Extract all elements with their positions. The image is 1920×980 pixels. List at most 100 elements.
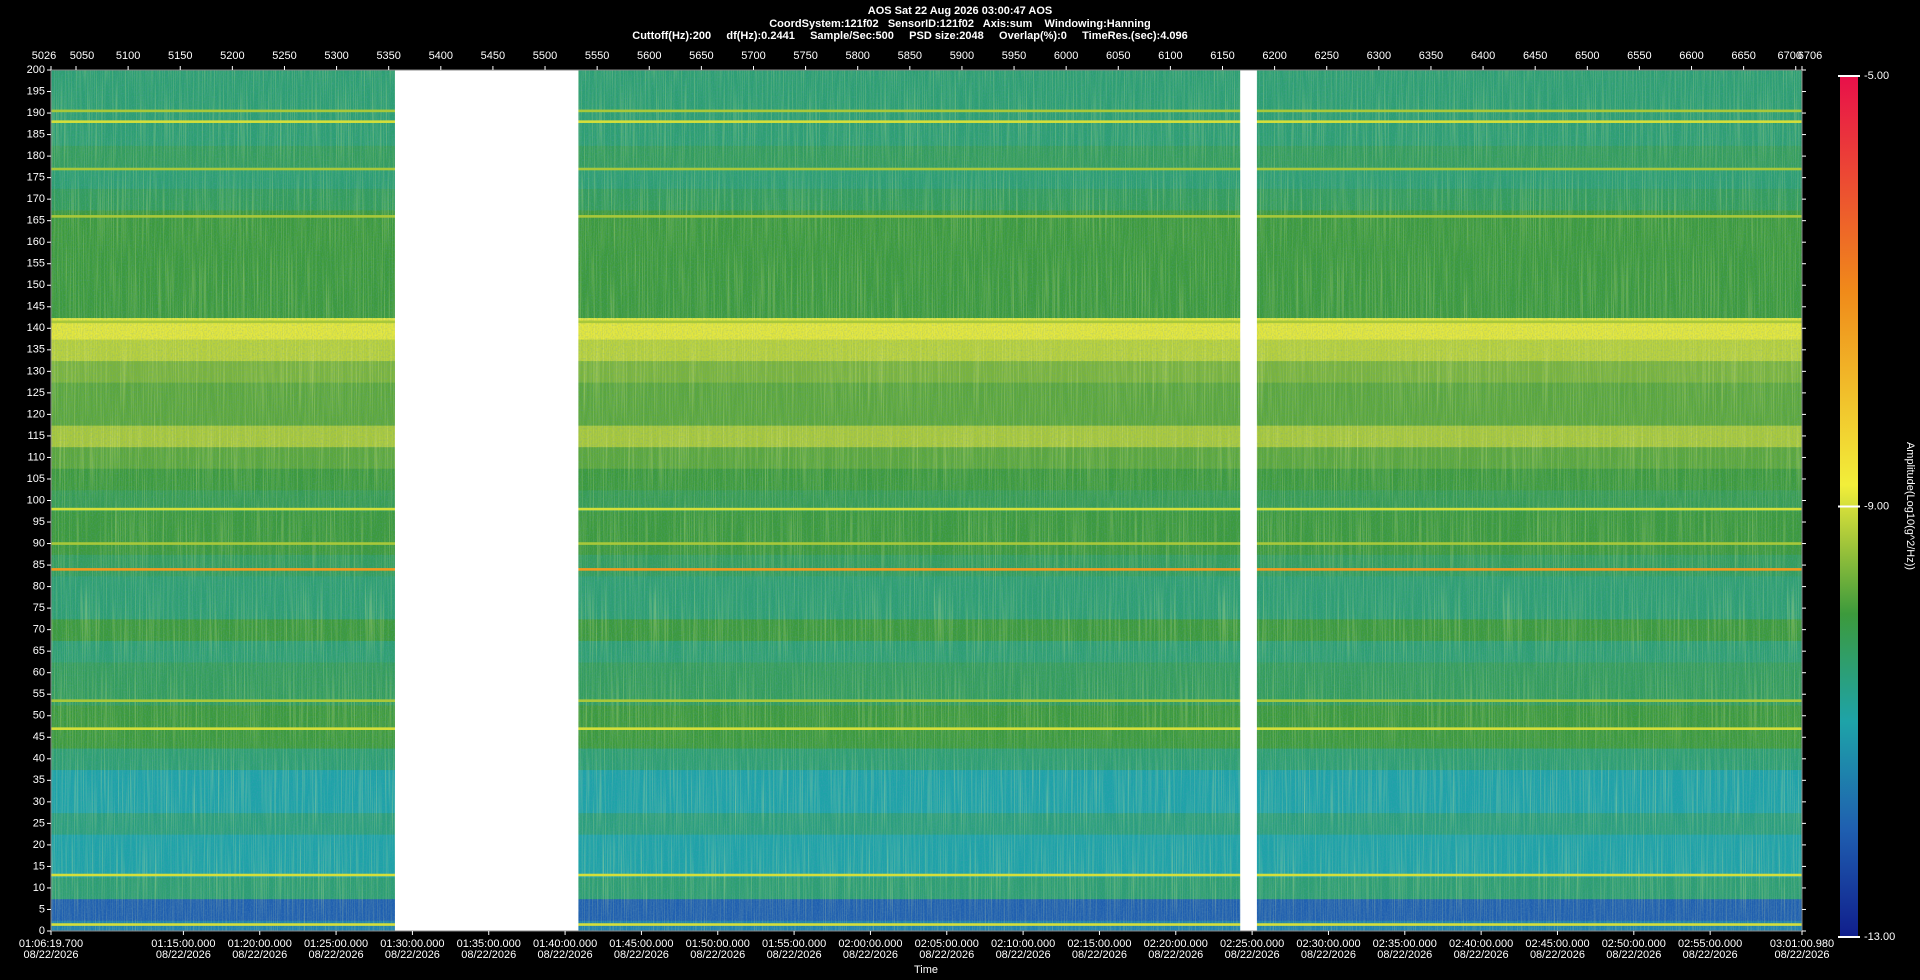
x-tick-date: 08/22/2026 xyxy=(1072,949,1127,961)
y-tick-label: 130 xyxy=(27,365,45,377)
x-tick-date: 08/22/2026 xyxy=(1377,949,1432,961)
x2-tick-label: 6706 xyxy=(1798,50,1822,62)
tonal-line xyxy=(51,542,1802,545)
x2-tick-label: 5250 xyxy=(272,50,296,62)
x-tick-label: 02:10:00.000 xyxy=(991,938,1055,950)
y-tick-label: 105 xyxy=(27,473,45,485)
y-tick-label: 50 xyxy=(33,710,45,722)
y-tick-label: 115 xyxy=(27,430,45,442)
x2-tick-label: 6500 xyxy=(1575,50,1599,62)
x-tick-date: 08/22/2026 xyxy=(767,949,822,961)
colorbar-tick-label: -5.00 xyxy=(1864,70,1889,82)
info: Cuttoff(Hz):200 df(Hz):0.2441 Sample/Sec… xyxy=(632,30,1188,42)
x2-tick-label: 5500 xyxy=(533,50,557,62)
x2-tick-label: 5750 xyxy=(793,50,817,62)
x-tick-date: 08/22/2026 xyxy=(614,949,669,961)
plot-area xyxy=(51,70,1802,931)
y-tick-label: 0 xyxy=(39,925,45,937)
y-tick-label: 60 xyxy=(33,667,45,679)
tonal-line xyxy=(51,109,1802,113)
x2-tick-label: 6650 xyxy=(1731,50,1755,62)
x-tick-label: 02:20:00.000 xyxy=(1144,938,1208,950)
x2-tick-label: 6450 xyxy=(1523,50,1547,62)
y-tick-label: 120 xyxy=(27,408,45,420)
colorbar-label: Amplitude(Log10(g^2/Hz)) xyxy=(1904,442,1916,570)
tonal-line xyxy=(51,215,1802,218)
y-tick-label: 15 xyxy=(33,860,45,872)
y-tick-label: 70 xyxy=(33,624,45,636)
data-gap xyxy=(394,70,579,931)
axes: 0 5 10 15 20 25 30 35 40 45 50 55 60 65 70 75 80 85 90 95 10… xyxy=(19,50,1895,961)
x-tick-date: 08/22/2026 xyxy=(1301,949,1356,961)
x2-tick-label: 5850 xyxy=(898,50,922,62)
y-tick-label: 20 xyxy=(33,839,45,851)
x2-tick-label: 6550 xyxy=(1627,50,1651,62)
x-tick-label: 01:15:00.000 xyxy=(151,938,215,950)
x2-tick-label: 6100 xyxy=(1158,50,1182,62)
x2-tick-label: 6350 xyxy=(1419,50,1443,62)
data-gap xyxy=(1240,70,1257,931)
x2-tick-label: 5400 xyxy=(429,50,453,62)
tonal-line xyxy=(51,120,1802,123)
x2-tick-label: 6250 xyxy=(1314,50,1338,62)
y-tick-label: 175 xyxy=(27,172,45,184)
x-tick-date: 08/22/2026 xyxy=(1683,949,1738,961)
x-tick-date: 08/22/2026 xyxy=(1606,949,1661,961)
x2-tick-label: 5650 xyxy=(689,50,713,62)
y-tick-label: 150 xyxy=(27,279,45,291)
tonal-line xyxy=(51,568,1802,571)
x2-tick-label: 5050 xyxy=(70,50,94,62)
x-tick-label: 01:35:00.000 xyxy=(457,938,521,950)
x-tick-label: 01:45:00.000 xyxy=(609,938,673,950)
x-tick-label: 02:05:00.000 xyxy=(915,938,979,950)
subtitle: CoordSystem:121f02 SensorID:121f02 Axis:… xyxy=(769,18,1151,30)
y-tick-label: 160 xyxy=(27,236,45,248)
x2-tick-label: 6700 xyxy=(1778,50,1802,62)
x2-tick-label: 5450 xyxy=(481,50,505,62)
x-tick-date: 08/22/2026 xyxy=(1774,949,1829,961)
y-tick-label: 165 xyxy=(27,215,45,227)
y-tick-label: 90 xyxy=(33,537,45,549)
x2-tick-label: 5950 xyxy=(1002,50,1026,62)
tonal-line xyxy=(51,727,1802,730)
tonal-line xyxy=(51,873,1802,877)
x-tick-label: 02:50:00.000 xyxy=(1602,938,1666,950)
x-tick-label: 03:01:00.980 xyxy=(1770,938,1834,950)
x2-tick-label: 5600 xyxy=(637,50,661,62)
x-tick-label: 01:25:00.000 xyxy=(304,938,368,950)
y-tick-label: 80 xyxy=(33,581,45,593)
x-tick-date: 08/22/2026 xyxy=(461,949,516,961)
y-tick-label: 195 xyxy=(27,85,45,97)
x-tick-date: 08/22/2026 xyxy=(1148,949,1203,961)
x-tick-label: 01:55:00.000 xyxy=(762,938,826,950)
x-tick-date: 08/22/2026 xyxy=(690,949,745,961)
x2-tick-label: 6400 xyxy=(1471,50,1495,62)
x2-tick-label: 5300 xyxy=(324,50,348,62)
y-tick-label: 155 xyxy=(27,258,45,270)
x-tick-date: 08/22/2026 xyxy=(843,949,898,961)
x-tick-date: 08/22/2026 xyxy=(156,949,211,961)
y-tick-label: 75 xyxy=(33,602,45,614)
x-tick-date: 08/22/2026 xyxy=(1454,949,1509,961)
x2-tick-label: 6150 xyxy=(1210,50,1234,62)
y-tick-label: 135 xyxy=(27,344,45,356)
x-tick-label: 02:30:00.000 xyxy=(1296,938,1360,950)
colorbar-tick-label: -13.00 xyxy=(1864,931,1895,943)
x2-tick-label: 5150 xyxy=(168,50,192,62)
x2-tick-label: 6000 xyxy=(1054,50,1078,62)
x-tick-date: 08/22/2026 xyxy=(309,949,364,961)
x2-tick-label: 5100 xyxy=(116,50,140,62)
y-tick-label: 125 xyxy=(27,387,45,399)
x2-tick-label: 5200 xyxy=(220,50,244,62)
tonal-line xyxy=(51,167,1802,171)
tonal-line xyxy=(51,507,1802,511)
x2-tick-label: 5550 xyxy=(585,50,609,62)
y-tick-label: 65 xyxy=(33,645,45,657)
y-tick-label: 5 xyxy=(39,903,45,915)
y-tick-label: 145 xyxy=(27,301,45,313)
colorbar-tick-label: -9.00 xyxy=(1864,500,1889,512)
tonal-line xyxy=(51,923,1802,926)
x-tick-label: 01:40:00.000 xyxy=(533,938,597,950)
texture-grain xyxy=(51,70,1802,931)
